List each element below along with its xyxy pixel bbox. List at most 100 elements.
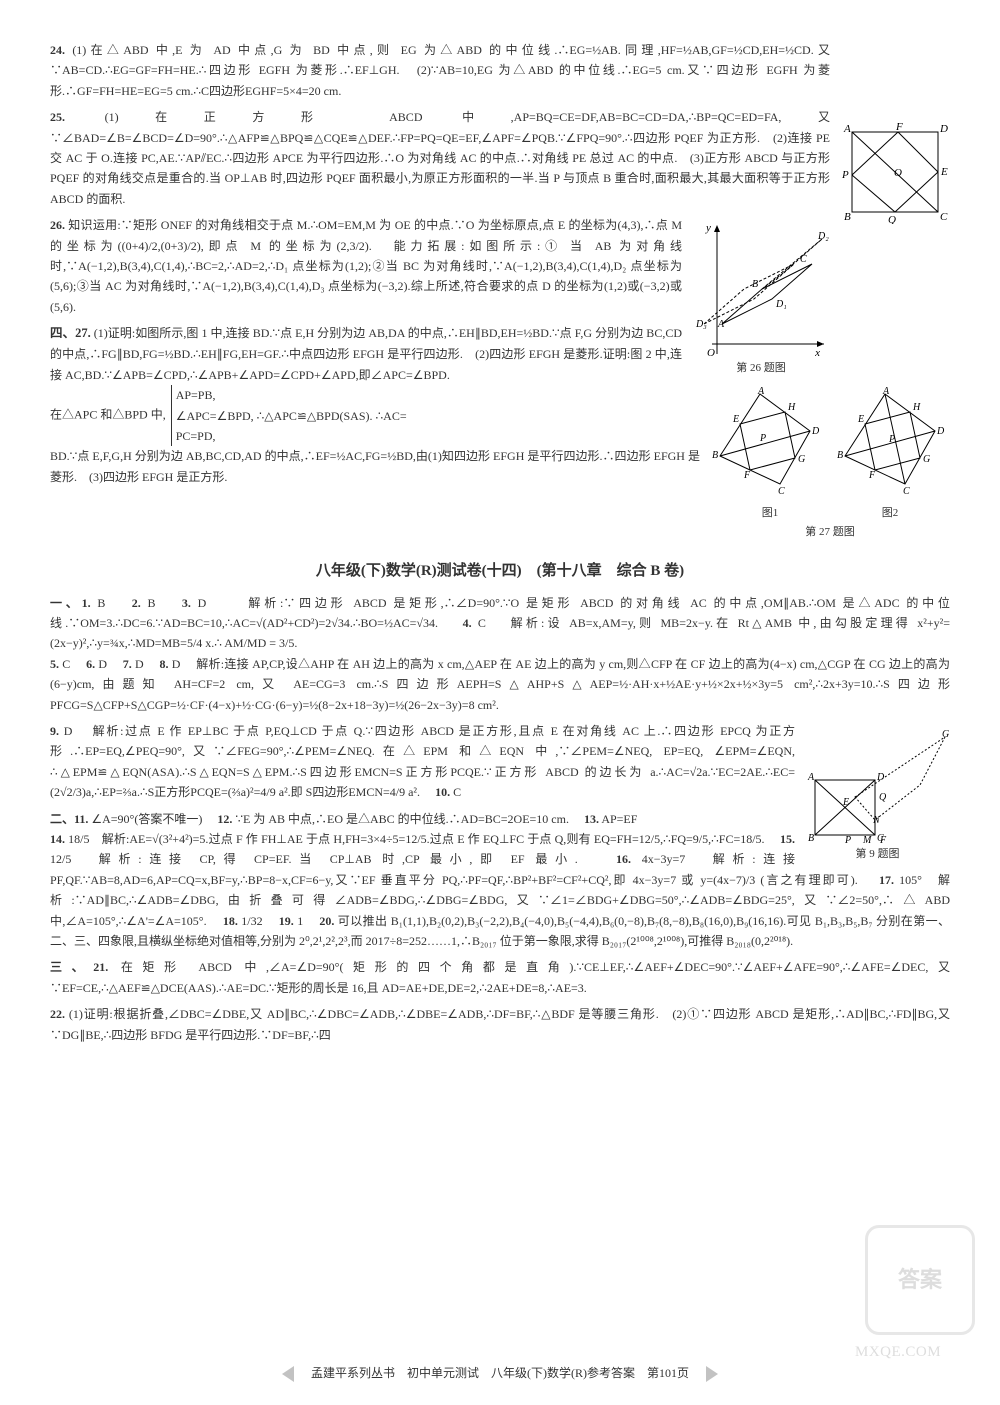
svg-text:C: C [800,254,807,265]
svg-text:P: P [844,835,851,845]
answer-num: 14. [50,832,65,846]
figure-sub-caption: 图2 [882,504,899,523]
answer-num: 22. [50,1007,65,1021]
test-title: 八年级(下)数学(R)测试卷(十四) (第十八章 综合 B 卷) [50,559,950,585]
figure-25: A F D P E B Q C O [840,120,950,224]
svg-text:C: C [778,486,785,497]
svg-text:A: A [757,386,765,397]
answer-num: 15. [780,832,795,846]
svg-text:F: F [895,121,903,133]
answer-num: 18. [223,914,238,928]
svg-text:H: H [912,402,921,413]
chevron-left-icon [282,1366,294,1382]
figure-9: A D B C E G Q P M N F 第 9 题图 [805,725,950,864]
part-header: 二、 [50,812,74,826]
svg-text:E: E [842,797,849,808]
answer-num: 11. [74,812,88,826]
footer-text: 孟建平系列丛书 初中单元测试 八年级(下)数学(R)参考答案 第101页 [311,1366,689,1380]
svg-text:C: C [903,486,910,497]
section-header-27: 四、27. [50,326,91,340]
answer-text: ∠A=90°(答案不唯一) [91,812,202,826]
svg-text:D₂: D₂ [817,231,829,242]
answer-text: 18/5 解析:AE=√(3²+4²)=5.过点 F 作 FH⊥AE 于点 H,… [68,832,764,846]
part-header: 一、 [50,596,82,610]
svg-text:D: D [811,426,820,437]
problem-text: (1)在△ABD 中,E 为 AD 中点,G 为 BD 中点,则 EG 为△AB… [50,43,830,98]
svg-text:D: D [939,123,948,135]
answer-num: 4. [463,616,472,630]
svg-text:A: A [882,386,890,397]
figure-caption: 第 26 题图 [692,359,830,378]
bracket-line: ∠APC=∠BPD, ∴△APC≌△BPD(SAS). ∴AC= [176,406,407,426]
answer-val: B [97,596,105,610]
svg-text:E: E [940,166,948,178]
svg-text:F: F [743,470,751,481]
answer-num: 7. [123,657,132,671]
svg-text:Q: Q [888,214,896,224]
answer-num: 10. [435,785,450,799]
answer-text: 12/5 解析:连接 CP,得 CP=EF.当 CP⊥AB 时,CP 最小,即 … [50,852,578,866]
svg-text:F: F [868,470,876,481]
problem-text: (1)证明:如图所示,图 1 中,连接 BD.∵点 E,H 分别为边 AB,DA… [50,326,682,382]
answer-text: AP=EF [601,812,637,826]
answer-val: C [478,616,486,630]
answer-val: D [172,657,181,671]
svg-text:C: C [940,211,948,223]
answer-text: ∵E 为 AB 中点,∴EO 是△ABC 的中位线.∴AD=BC=2OE=10 … [235,812,569,826]
svg-text:A: A [717,319,725,330]
answer-num: 9. [50,724,59,738]
answer-num: 17. [879,873,894,887]
answer-val: D [135,657,144,671]
answer-val: C [453,785,461,799]
svg-text:x: x [814,347,820,359]
svg-text:B: B [752,279,758,290]
problem-number: 25. [50,110,65,124]
svg-text:P: P [888,434,895,445]
answer-num: 16. [616,852,631,866]
svg-text:A: A [843,123,851,135]
problem-text: 知识运用:∵矩形 ONEF 的对角线相交于点 M.∴OM=EM,M 为 OE 的… [50,218,682,314]
problem-text: 在△APC 和△BPD 中, [50,407,166,421]
answer-text: 1/32 [241,914,262,928]
svg-text:N: N [872,815,881,826]
bracket-line: AP=PB, [176,385,407,405]
problem-24: 24. (1)在△ABD 中,E 为 AD 中点,G 为 BD 中点,则 EG … [50,40,950,101]
problem-number: 26. [50,218,65,232]
svg-text:O: O [707,347,715,359]
watermark-url: MXQE.COM [855,1340,941,1366]
answer-text: 在矩形 ABCD 中,∠A=∠D=90°(矩形的四个角都是直角).∵CE⊥EF,… [50,960,950,994]
figure-26: O x y B C A D₁ D₂ D₃ 第 26 题图 [692,219,830,378]
svg-text:M: M [862,835,872,845]
svg-text:D₃: D₃ [695,319,707,330]
problem-25: 25. (1)在正方形 ABCD 中,AP=BQ=CE=DF,AB=BC=CD=… [50,107,950,209]
answer-text: 1 [297,914,303,928]
svg-text:E: E [732,414,739,425]
answer-explain: 解析:过点 E 作 EP⊥BC 于点 P,EQ⊥CD 于点 Q.∵四边形 ABC… [50,724,795,799]
problem-text: (1)在正方形 ABCD 中,AP=BQ=CE=DF,AB=BC=CD=DA,∴… [50,110,830,206]
answer-num: 2. [132,596,141,610]
answer-val: C [62,657,70,671]
svg-text:G: G [942,729,949,740]
svg-text:F: F [879,835,887,845]
part1: 一、1. B 2. B 3. D 解析:∵四边形 ABCD 是矩形,∴∠D=90… [50,593,950,715]
svg-text:B: B [837,450,843,461]
figure-caption: 第 9 题图 [805,845,950,864]
answer-num: 13. [584,812,599,826]
answer-num: 21. [93,960,108,974]
svg-text:E: E [857,414,864,425]
part-header: 三、 [50,960,93,974]
answer-explain: 解析:连接 AP,CP,设△AHP 在 AH 边上的高为 x cm,△AEP 在… [50,657,950,712]
chevron-right-icon [706,1366,718,1382]
svg-text:B: B [844,211,851,223]
svg-text:B: B [712,450,718,461]
watermark: 答案 MXQE.COM [860,1225,980,1345]
figure-sub-caption: 图1 [762,504,779,523]
svg-text:D: D [936,426,945,437]
svg-text:A: A [807,772,815,783]
svg-text:G: G [798,454,805,465]
answer-num: 20. [319,914,334,928]
answer-num: 1. [82,596,91,610]
footer: 孟建平系列丛书 初中单元测试 八年级(下)数学(R)参考答案 第101页 [0,1363,1000,1383]
svg-text:P: P [841,169,849,181]
svg-text:G: G [923,454,930,465]
